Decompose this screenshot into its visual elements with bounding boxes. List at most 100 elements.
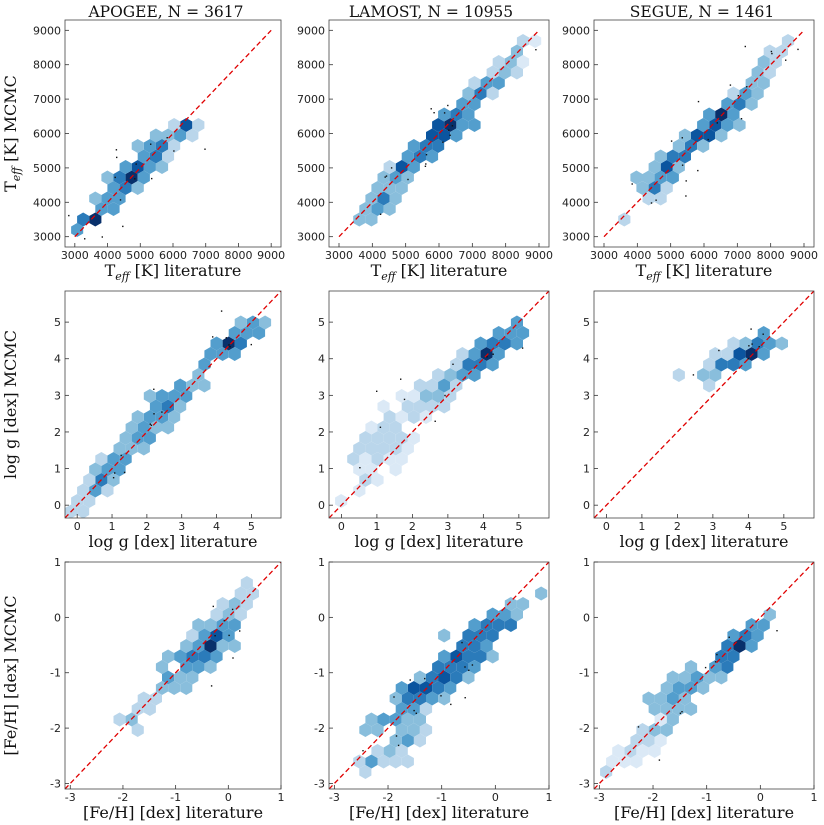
hexbin-cell: [365, 212, 378, 227]
outlier-point: [150, 424, 153, 426]
hexbin-cell: [395, 744, 408, 758]
hexbin-cell: [137, 170, 150, 185]
y-tick-label: 5000: [297, 162, 325, 175]
outlier-point: [535, 49, 537, 51]
y-tick-label: 0: [318, 611, 325, 624]
outlier-point: [464, 697, 466, 699]
y-tick-label: 9000: [562, 24, 590, 37]
y-tick-label: -1: [579, 667, 590, 680]
hexbin-cell: [210, 649, 223, 664]
hexbin-cell: [174, 649, 187, 664]
hexbin-cell: [630, 733, 643, 748]
hexbin-cell: [450, 670, 463, 685]
y-tick-label: 0: [583, 499, 590, 512]
hexbin-cell: [149, 128, 162, 143]
x-tick-label: 3000: [325, 249, 353, 262]
hexbin-cell: [462, 628, 475, 643]
hexbin-cell: [660, 181, 673, 195]
outlier-point: [384, 176, 386, 178]
hexbin-cell: [739, 628, 752, 643]
hexbin-cell: [371, 452, 384, 466]
hexbin-cell: [426, 149, 439, 164]
hexbin-cell: [155, 389, 169, 403]
outlier-point: [68, 214, 70, 217]
hexbin-cell: [486, 628, 499, 643]
hexbin-cell: [516, 326, 530, 340]
hexbin-cell: [636, 181, 649, 195]
hexbin-cell: [377, 712, 390, 727]
hexbin-cell: [775, 44, 788, 59]
hexbin-cell: [648, 160, 661, 174]
x-axis-label: [Fe/H] [dex] literature: [614, 803, 794, 822]
y-tick-label: 2: [583, 426, 590, 439]
hexbin-cell: [450, 128, 463, 143]
hexbin-cell: [678, 691, 691, 706]
x-tick-label: 6000: [690, 249, 718, 262]
hexbin-cell: [377, 399, 390, 414]
hexbin-cell: [89, 483, 102, 498]
hexbin-cell: [107, 202, 120, 216]
y-tick-label: 9000: [33, 24, 61, 37]
hexbin-cell: [234, 315, 247, 330]
outlier-point: [153, 388, 155, 390]
hexbin-cell: [468, 347, 481, 361]
y-axis-label: [Fe/H] [dex] MCMC: [1, 595, 20, 755]
hexbin-cell: [486, 336, 499, 351]
hexbin-cell: [353, 483, 366, 498]
x-tick-label: 3000: [61, 249, 89, 262]
panel-teff-apogee: 3000 4000 5000 6000 7000 8000 9000 3000 4000 5000…: [1, 19, 285, 283]
hexbin-cell: [353, 462, 366, 477]
outlier-point: [707, 138, 709, 141]
hexbin-cell: [401, 149, 414, 164]
y-tick-label: 0: [318, 499, 325, 512]
y-tick-label: 3000: [33, 231, 61, 244]
hexbin-cell: [468, 76, 481, 90]
hexbin-cell: [383, 160, 396, 174]
hexbin-cell: [648, 723, 661, 737]
hexbin-cell: [480, 618, 493, 632]
hexbin-cell: [335, 494, 348, 508]
plot-area: [65, 291, 281, 518]
outlier-point: [670, 140, 673, 142]
outlier-point: [452, 363, 454, 365]
outlier-point: [746, 86, 748, 88]
outlier-point: [447, 104, 449, 107]
hexbin-cell: [474, 336, 487, 351]
hexbin-cell: [137, 691, 150, 706]
y-tick-label: 4000: [562, 196, 590, 209]
hexbin-cell: [438, 691, 451, 706]
hexbin-cell: [462, 357, 475, 372]
outlier-point: [776, 630, 778, 632]
outlier-point: [425, 163, 427, 165]
x-tick-label: 8000: [757, 249, 785, 262]
y-tick-label: 0: [54, 611, 61, 624]
hexbin-cell: [353, 754, 366, 769]
hexbin-cell: [486, 357, 499, 372]
hexbin-cell: [119, 452, 132, 466]
hexbin-cell: [432, 368, 445, 382]
hexbin-cell: [377, 420, 390, 435]
hexbin-cell: [192, 118, 205, 132]
outlier-point: [379, 213, 382, 215]
hexbin-cell: [131, 160, 144, 174]
x-tick-label: 4: [213, 520, 220, 533]
y-tick-label: 8000: [297, 59, 325, 72]
hexbin-cell: [149, 399, 162, 414]
y-tick-label: 0: [54, 499, 61, 512]
x-tick-label: 5: [515, 520, 522, 533]
hexbin-cell: [462, 670, 475, 685]
outlier-point: [214, 635, 216, 637]
hexbin-cell: [149, 149, 162, 164]
hexbin-cell: [143, 702, 156, 716]
hexbin-cell: [660, 702, 673, 716]
outlier-point: [464, 666, 466, 668]
hexbin-cell: [131, 181, 144, 195]
hexbin-cell: [77, 504, 90, 518]
hexbin-cell: [751, 65, 764, 80]
hexbin-cell: [769, 55, 782, 69]
outlier-point: [120, 454, 122, 457]
hexbin-cell: [474, 628, 487, 643]
hexbin-cell: [510, 315, 523, 330]
hexbin-cell: [709, 368, 722, 382]
hexbin-cell: [371, 744, 384, 758]
